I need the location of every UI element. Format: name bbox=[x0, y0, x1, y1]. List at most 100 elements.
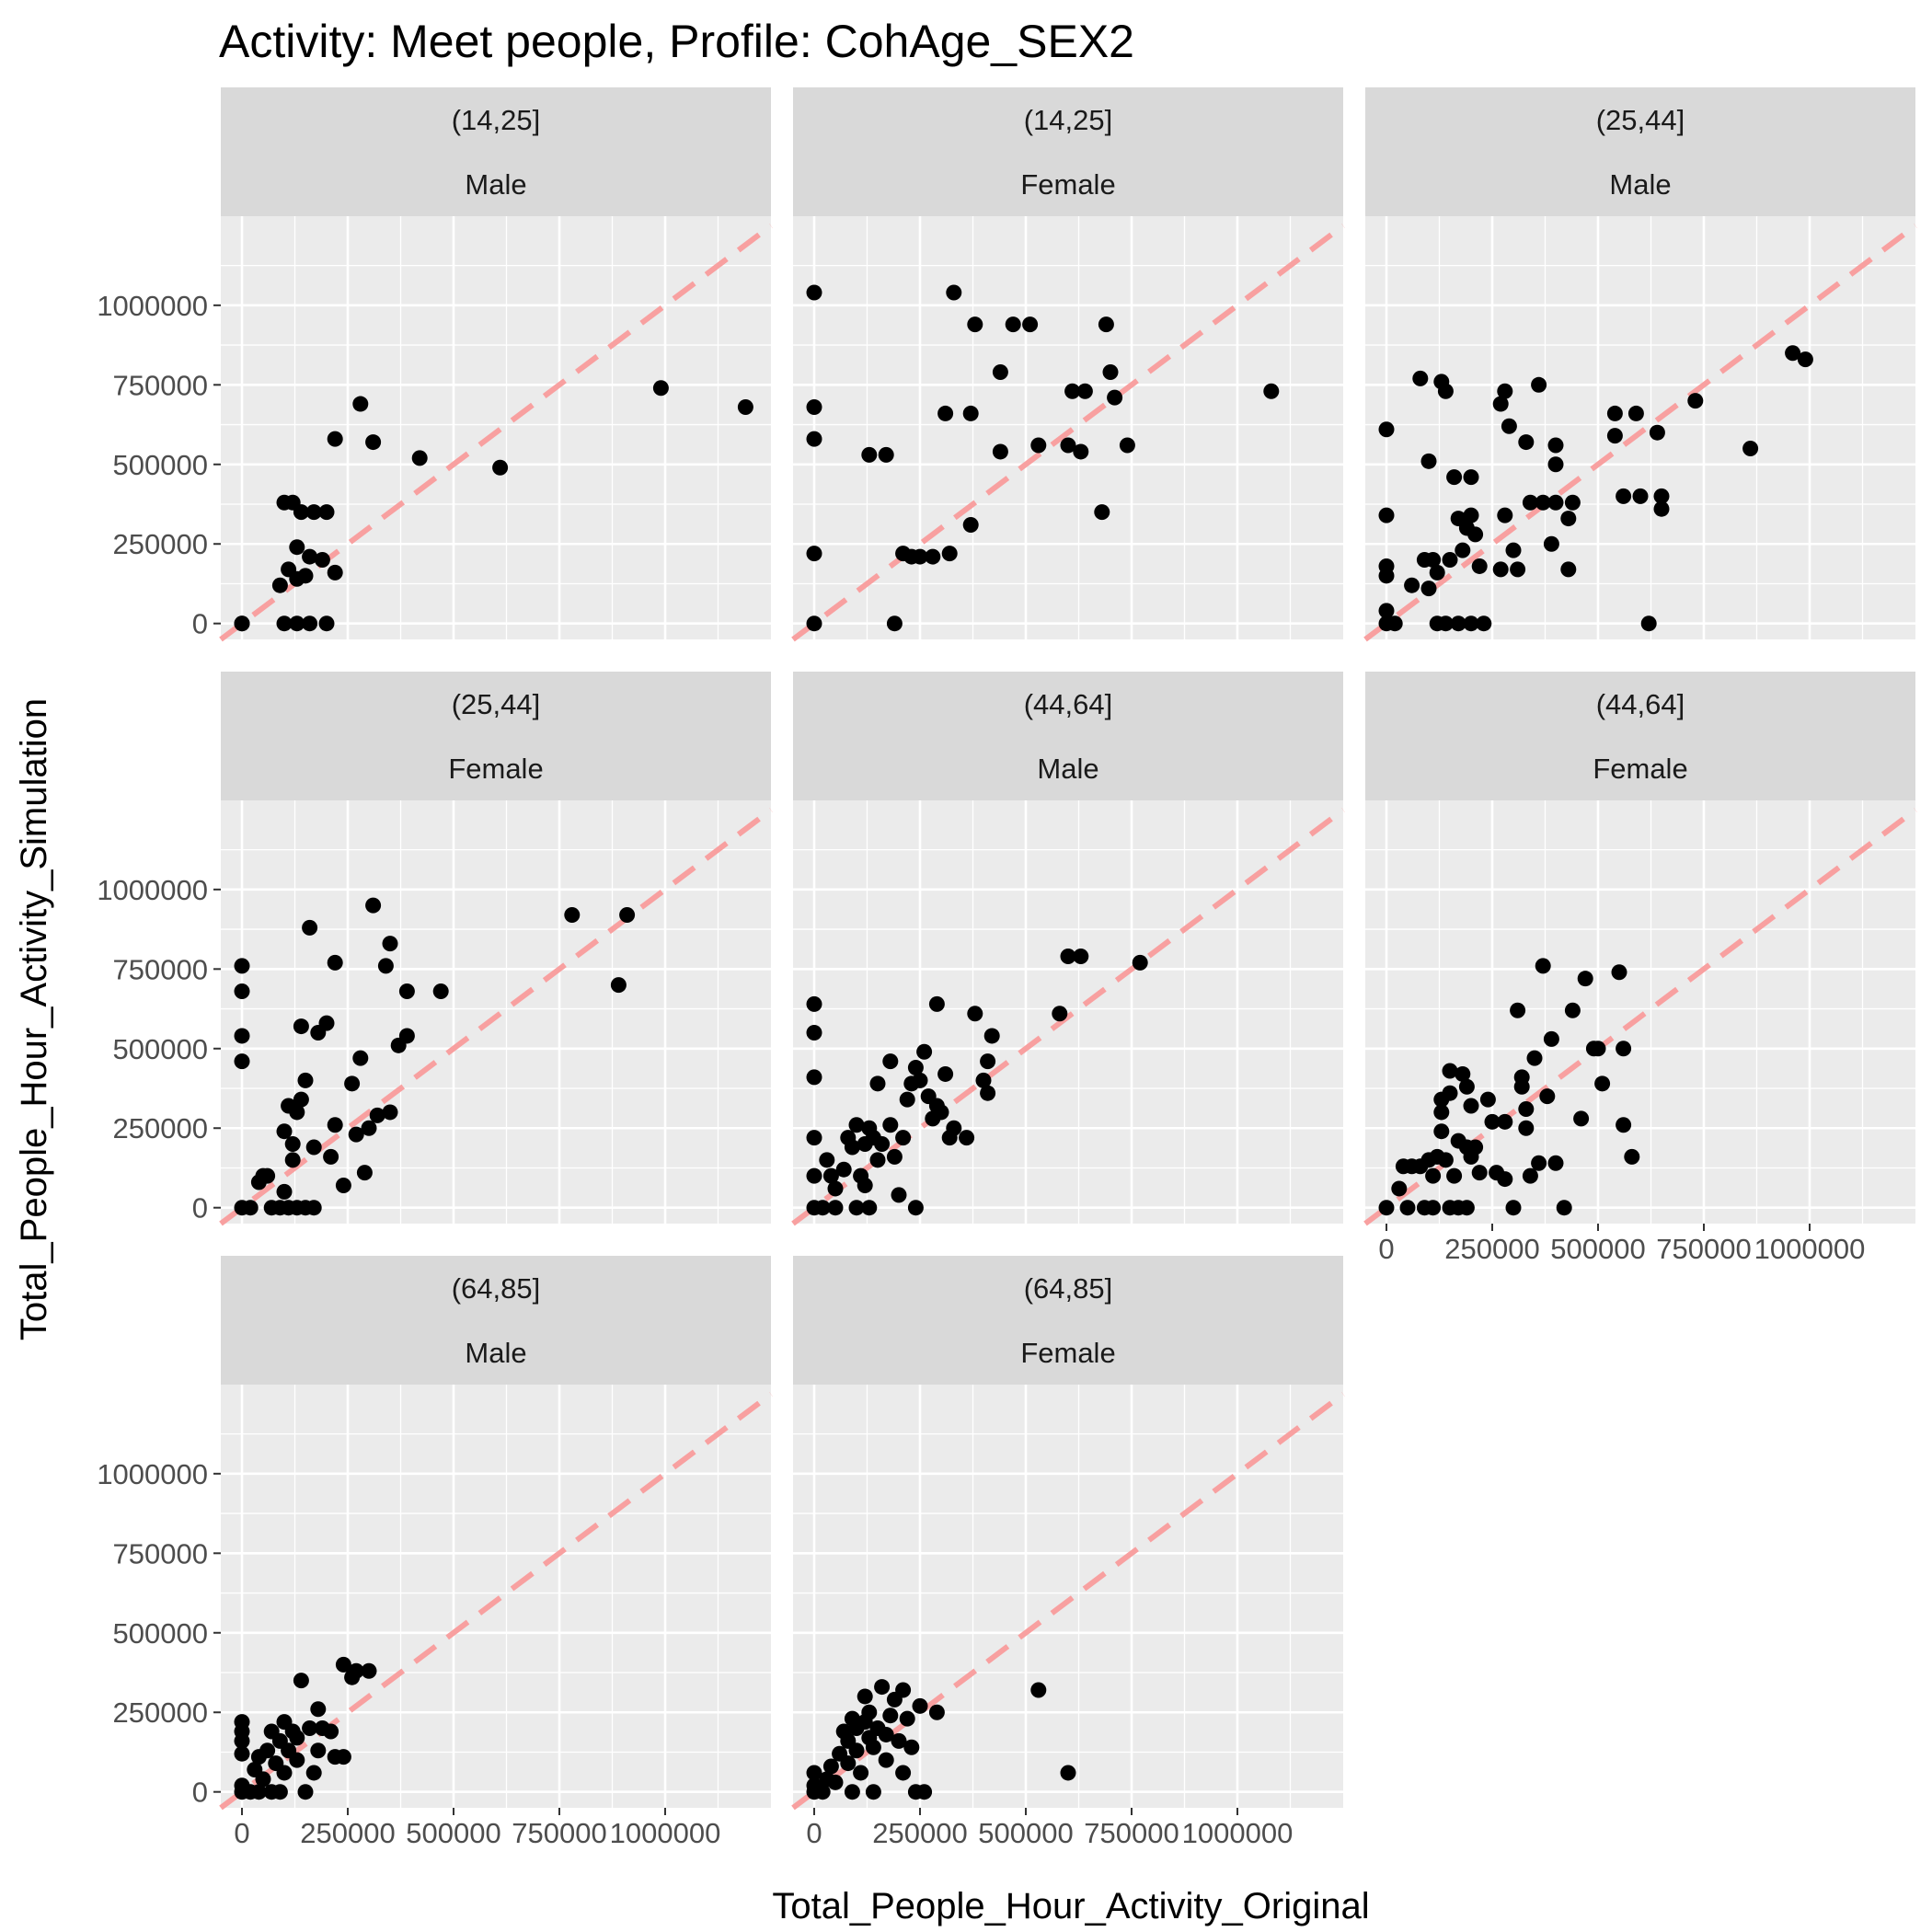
y-tick-label: 250000 bbox=[113, 1696, 208, 1729]
data-point bbox=[928, 995, 945, 1012]
data-point bbox=[305, 1200, 322, 1216]
data-point bbox=[1433, 1123, 1450, 1140]
data-point bbox=[259, 1742, 276, 1759]
data-point bbox=[878, 446, 894, 463]
y-tick-label: 500000 bbox=[113, 1033, 208, 1065]
data-point bbox=[891, 1187, 907, 1203]
data-point bbox=[1479, 1091, 1496, 1108]
data-point bbox=[1649, 424, 1665, 441]
data-point bbox=[1073, 948, 1089, 964]
data-point bbox=[1785, 345, 1801, 362]
identity-reference-line bbox=[791, 1391, 1345, 1811]
facet-age-label: (25,44] bbox=[1596, 104, 1685, 136]
data-point bbox=[925, 548, 941, 565]
data-point bbox=[806, 284, 822, 301]
data-point bbox=[327, 1117, 343, 1133]
data-point bbox=[1547, 1155, 1564, 1171]
data-point bbox=[806, 1024, 822, 1041]
facet-panel: (64,85] Female 0 250000 500000 750000 1000000 bbox=[791, 1256, 1345, 1849]
data-point bbox=[1492, 561, 1509, 578]
data-point bbox=[1510, 561, 1526, 578]
data-point bbox=[1543, 1030, 1559, 1047]
identity-reference-line bbox=[219, 1391, 773, 1811]
data-point bbox=[869, 1075, 886, 1092]
data-point bbox=[1560, 561, 1577, 578]
data-point bbox=[318, 615, 335, 632]
data-point bbox=[916, 1784, 933, 1800]
facet-panel: (44,64] Male bbox=[791, 672, 1345, 1226]
data-point bbox=[983, 1028, 1000, 1044]
data-point bbox=[1535, 958, 1551, 974]
data-point bbox=[318, 504, 335, 521]
data-point bbox=[289, 1730, 305, 1746]
data-point bbox=[361, 1120, 377, 1136]
data-point bbox=[289, 615, 305, 632]
data-point bbox=[234, 1732, 250, 1749]
data-point bbox=[895, 1765, 912, 1781]
data-point bbox=[250, 1784, 267, 1800]
x-tick-label: 750000 bbox=[1656, 1233, 1751, 1265]
data-point bbox=[912, 548, 928, 565]
panel-background bbox=[221, 1385, 771, 1808]
data-point bbox=[259, 1167, 276, 1184]
data-point bbox=[1518, 434, 1535, 451]
y-tick-label: 500000 bbox=[113, 1617, 208, 1650]
data-point bbox=[992, 363, 1008, 380]
data-point bbox=[1429, 564, 1445, 581]
data-point bbox=[806, 1069, 822, 1086]
data-point bbox=[1564, 494, 1581, 511]
panel-background bbox=[221, 216, 771, 639]
data-point bbox=[806, 399, 822, 416]
data-point bbox=[1560, 511, 1577, 527]
data-point bbox=[975, 1072, 992, 1088]
data-point bbox=[398, 1028, 415, 1044]
data-point bbox=[302, 615, 318, 632]
data-point bbox=[242, 1200, 259, 1216]
data-point bbox=[814, 1200, 831, 1216]
y-tick-label: 0 bbox=[192, 608, 208, 640]
data-point bbox=[1687, 393, 1704, 409]
data-point bbox=[1497, 507, 1513, 523]
data-point bbox=[1378, 421, 1395, 438]
data-point bbox=[1547, 437, 1564, 454]
data-point bbox=[1463, 1098, 1479, 1114]
data-point bbox=[1437, 1152, 1454, 1168]
data-point bbox=[284, 1152, 301, 1168]
facet-sex-label: Male bbox=[465, 1337, 526, 1369]
facet-age-label: (14,25] bbox=[452, 104, 541, 136]
data-point bbox=[878, 1726, 894, 1742]
data-point bbox=[886, 1148, 903, 1165]
data-point bbox=[305, 504, 322, 521]
data-point bbox=[1420, 453, 1437, 469]
data-point bbox=[1505, 1200, 1522, 1216]
x-tick-label: 1000000 bbox=[610, 1817, 721, 1849]
data-point bbox=[1442, 552, 1458, 569]
data-point bbox=[1094, 504, 1110, 521]
data-point bbox=[1535, 494, 1551, 511]
facet-panel: (25,44] Male bbox=[1363, 87, 1917, 642]
x-tick-label: 750000 bbox=[512, 1817, 606, 1849]
data-point bbox=[1052, 1006, 1068, 1022]
data-point bbox=[937, 1065, 954, 1082]
data-point bbox=[865, 1739, 881, 1755]
data-point bbox=[1616, 1117, 1632, 1133]
data-point bbox=[980, 1085, 996, 1101]
data-point bbox=[899, 1091, 915, 1108]
facet-strip bbox=[221, 87, 771, 216]
data-point bbox=[1573, 1110, 1590, 1127]
data-point bbox=[302, 919, 318, 936]
data-point bbox=[874, 1679, 891, 1696]
data-point bbox=[297, 1072, 314, 1088]
data-point bbox=[1627, 405, 1644, 421]
data-point bbox=[1518, 1100, 1535, 1117]
data-point bbox=[1425, 552, 1442, 569]
data-point bbox=[857, 1177, 873, 1193]
y-tick-label: 750000 bbox=[113, 953, 208, 985]
data-point bbox=[327, 564, 343, 581]
data-point bbox=[907, 1060, 924, 1076]
data-point bbox=[1653, 500, 1670, 517]
data-point bbox=[302, 1720, 318, 1737]
y-tick-label: 1000000 bbox=[97, 874, 208, 906]
facet-age-label: (14,25] bbox=[1024, 104, 1113, 136]
data-point bbox=[1594, 1075, 1611, 1092]
